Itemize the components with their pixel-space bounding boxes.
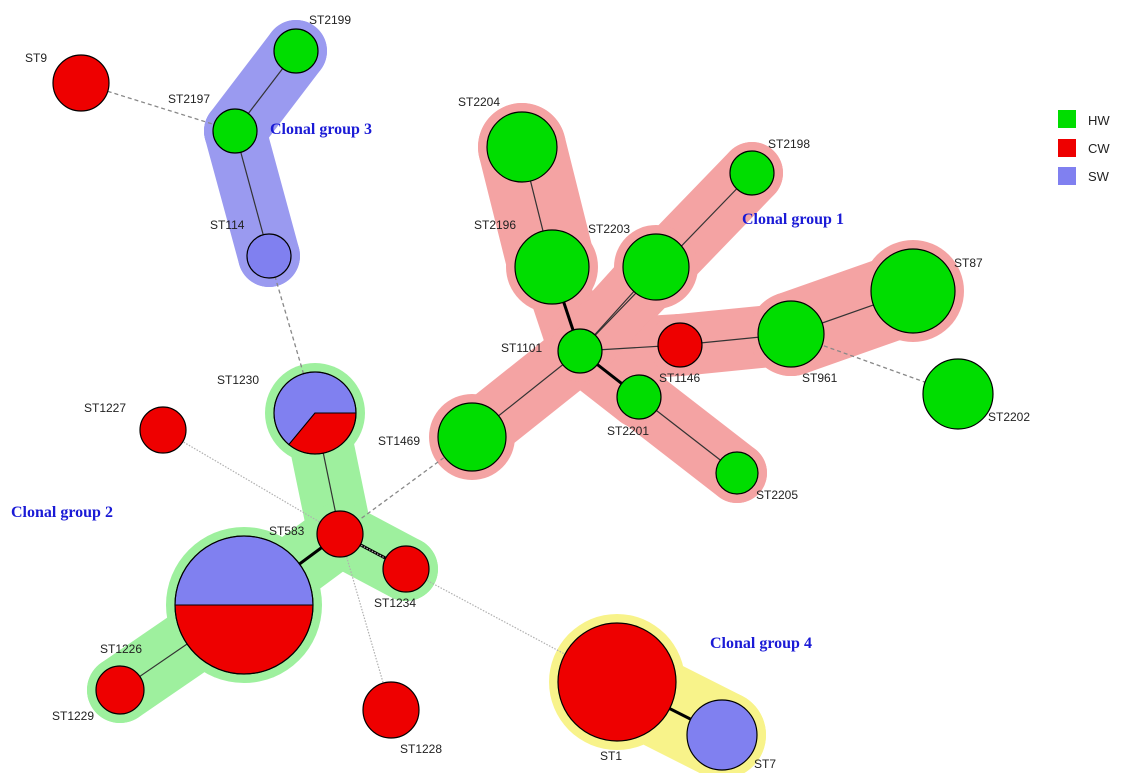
- node-label-st2197: ST2197: [168, 92, 210, 106]
- node-label-st114: ST114: [210, 218, 245, 232]
- node-st1469: [437, 402, 507, 472]
- node-st961-circle: [757, 300, 825, 368]
- node-st7-circle: [686, 699, 758, 771]
- node-st1146-circle: [657, 322, 703, 368]
- legend-swatch-cw: [1058, 139, 1076, 157]
- node-st9: [52, 54, 110, 112]
- node-label-st2203: ST2203: [588, 222, 630, 236]
- node-st2197-circle: [212, 108, 258, 154]
- node-st1227: [139, 406, 187, 454]
- node-label-st2205: ST2205: [756, 488, 798, 502]
- legend-swatch-hw: [1058, 110, 1076, 128]
- node-st2196: [514, 229, 590, 305]
- edge-st583-st1228: [339, 533, 392, 711]
- node-label-st1469: ST1469: [378, 434, 420, 448]
- group-label-4: Clonal group 4: [710, 635, 812, 652]
- group-labels-layer: Clonal group 1 Clonal group 2 Clonal gro…: [11, 121, 844, 652]
- node-label-st1226: ST1226: [100, 642, 142, 656]
- legend-swatch-sw: [1058, 167, 1076, 185]
- node-label-st1146: ST1146: [659, 371, 700, 385]
- node-st9-circle: [52, 54, 110, 112]
- edge-st1227-st583: [162, 429, 341, 535]
- node-label-st1: ST1: [600, 749, 622, 763]
- node-st87-circle: [870, 248, 956, 334]
- node-st1229-circle: [95, 665, 145, 715]
- node-st2203: [622, 233, 690, 301]
- node-label-st7: ST7: [754, 757, 776, 771]
- node-st2199: [273, 28, 319, 74]
- legend: HW CW SW: [1058, 110, 1110, 185]
- node-st1101-circle: [557, 328, 603, 374]
- node-st114: [246, 233, 292, 279]
- node-st1234-circle: [382, 545, 430, 593]
- node-st2202: [922, 358, 994, 430]
- node-st1229: [95, 665, 145, 715]
- node-label-st2199: ST2199: [309, 13, 351, 27]
- node-st1230: [273, 371, 357, 455]
- node-st1226: [174, 535, 314, 675]
- node-st2204-circle: [486, 111, 558, 183]
- node-st2205-circle: [715, 451, 759, 495]
- legend-label-sw: SW: [1088, 169, 1110, 184]
- node-st2199-circle: [273, 28, 319, 74]
- node-st1101: [557, 328, 603, 374]
- node-label-st1227: ST1227: [84, 401, 126, 415]
- node-st1226-outline: [174, 535, 314, 675]
- node-label-st1229: ST1229: [52, 709, 94, 723]
- node-st1146: [657, 322, 703, 368]
- node-st1228: [362, 681, 420, 739]
- node-label-st2201: ST2201: [607, 424, 649, 438]
- node-st961: [757, 300, 825, 368]
- node-st1469-circle: [437, 402, 507, 472]
- node-st1228-circle: [362, 681, 420, 739]
- node-st2204: [486, 111, 558, 183]
- node-st2202-circle: [922, 358, 994, 430]
- node-label-st2196: ST2196: [474, 218, 516, 232]
- node-st583: [316, 510, 364, 558]
- node-label-st583: ST583: [269, 524, 305, 538]
- node-st1227-circle: [139, 406, 187, 454]
- node-labels-layer: ST2199 ST9 ST2197 ST114 ST2204 ST2198 ST2196 ST…: [25, 13, 1030, 771]
- node-st1: [557, 622, 677, 742]
- node-label-st1230: ST1230: [217, 373, 259, 387]
- node-st1234: [382, 545, 430, 593]
- legend-label-hw: HW: [1088, 113, 1110, 128]
- node-st114-circle: [246, 233, 292, 279]
- edge-st9-st2197: [80, 82, 236, 132]
- group-label-1: Clonal group 1: [742, 211, 844, 228]
- node-st87: [870, 248, 956, 334]
- node-st2197: [212, 108, 258, 154]
- node-label-st1228: ST1228: [400, 742, 442, 756]
- node-label-st2198: ST2198: [768, 137, 810, 151]
- node-st2198: [729, 150, 775, 196]
- node-label-st1101: ST1101: [501, 341, 542, 355]
- node-st1-circle: [557, 622, 677, 742]
- node-st2203-circle: [622, 233, 690, 301]
- node-label-st961: ST961: [802, 371, 838, 385]
- node-st2196-circle: [514, 229, 590, 305]
- nodes-layer: [52, 28, 994, 771]
- node-st2201-circle: [616, 374, 662, 420]
- node-label-st2204: ST2204: [458, 95, 500, 109]
- node-label-st9: ST9: [25, 51, 47, 65]
- node-st2201: [616, 374, 662, 420]
- edge-st1469-st583: [339, 436, 473, 535]
- node-label-st87: ST87: [954, 256, 983, 270]
- node-st2198-circle: [729, 150, 775, 196]
- node-st1230-outline: [273, 371, 357, 455]
- group-label-2: Clonal group 2: [11, 504, 113, 521]
- group-label-3: Clonal group 3: [270, 121, 372, 138]
- node-st2205: [715, 451, 759, 495]
- node-st7: [686, 699, 758, 771]
- legend-label-cw: CW: [1088, 141, 1110, 156]
- node-st583-circle: [316, 510, 364, 558]
- node-label-st1234: ST1234: [374, 596, 416, 610]
- node-label-st2202: ST2202: [988, 410, 1030, 424]
